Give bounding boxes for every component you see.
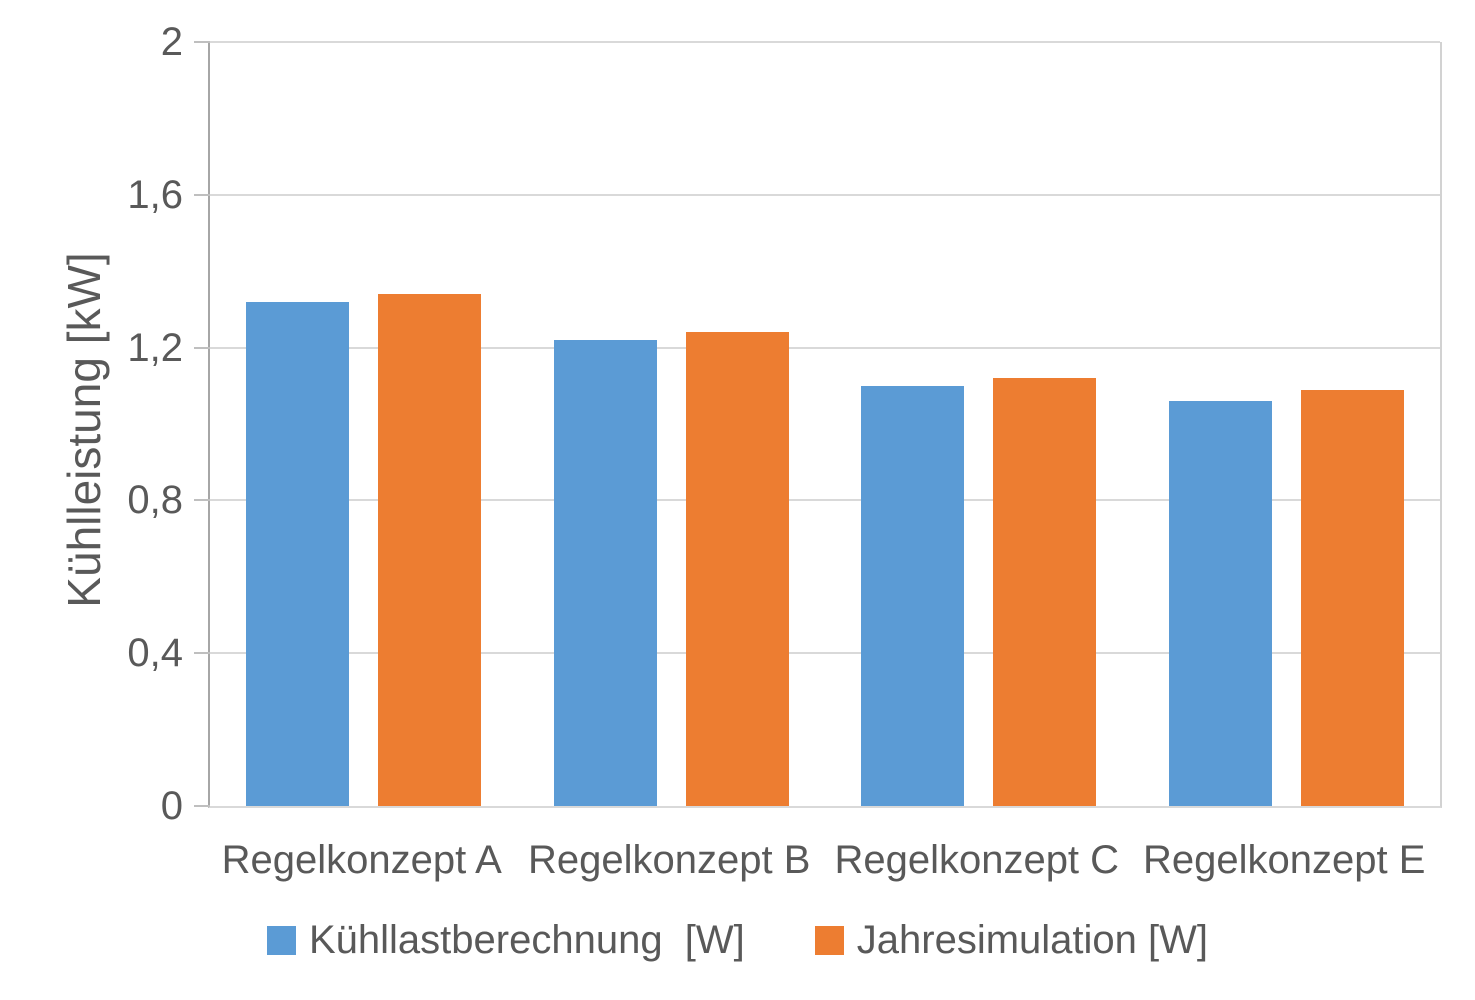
bar-jahresimulation-w-regelkonzept-c: [993, 378, 1097, 806]
legend-item-kuhllastberechnung-w: Kühllastberechnung [W]: [266, 916, 745, 964]
y-tick-mark-0: [194, 805, 210, 807]
bar-kuhllastberechnung-w-regelkonzept-c: [861, 385, 965, 806]
bar-jahresimulation-w-regelkonzept-e: [1300, 389, 1404, 806]
bar-kuhllastberechnung-w-regelkonzept-e: [1168, 401, 1272, 806]
y-tick-mark-2: [194, 41, 210, 43]
category-group-regelkonzept-c: [825, 42, 1133, 806]
y-tick-label-0-4: 0,4: [127, 631, 183, 676]
category-group-regelkonzept-b: [518, 42, 826, 806]
y-tick-mark-0-4: [194, 652, 210, 655]
legend-swatch-jahresimulation-w: [814, 925, 844, 955]
legend-label-jahresimulation-w: Jahresimulation [W]: [856, 918, 1209, 962]
plot-area: [208, 41, 1442, 808]
legend-item-jahresimulation-w: Jahresimulation [W]: [814, 916, 1209, 964]
category-group-regelkonzept-e: [1133, 42, 1441, 806]
y-tick-mark-1-2: [194, 346, 210, 349]
y-tick-label-0-8: 0,8: [127, 478, 183, 523]
y-tick-label-2: 2: [160, 20, 183, 64]
y-tick-mark-0-8: [194, 499, 210, 502]
x-label-regelkonzept-c: Regelkonzept C: [834, 838, 1120, 882]
legend: Kühllastberechnung [W] Jahresimulation [W…: [0, 916, 1475, 964]
bar-jahresimulation-w-regelkonzept-a: [378, 294, 482, 806]
bar-kuhllastberechnung-w-regelkonzept-a: [246, 301, 350, 806]
y-tick-mark-1-6: [194, 193, 210, 196]
bar-kuhllastberechnung-w-regelkonzept-b: [553, 339, 657, 806]
x-axis-labels: Regelkonzept A Regelkonzept B Regelkonzept…: [208, 834, 1438, 886]
y-axis-title: Kühlleistung [kW]: [58, 252, 110, 608]
legend-swatch-kuhllastberechnung-w: [266, 925, 296, 955]
legend-label-kuhllastberechnung-w: Kühllastberechnung [W]: [308, 918, 745, 962]
x-label-regelkonzept-a: Regelkonzept A: [221, 838, 502, 882]
y-tick-label-1-6: 1,6: [127, 172, 183, 217]
y-tick-label-1-2: 1,2: [127, 325, 183, 370]
category-group-regelkonzept-a: [210, 42, 518, 806]
x-label-regelkonzept-b: Regelkonzept B: [528, 838, 811, 882]
y-tick-label-0: 0: [160, 784, 183, 828]
x-label-regelkonzept-e: Regelkonzept E: [1143, 838, 1426, 882]
bar-jahresimulation-w-regelkonzept-b: [685, 332, 789, 806]
